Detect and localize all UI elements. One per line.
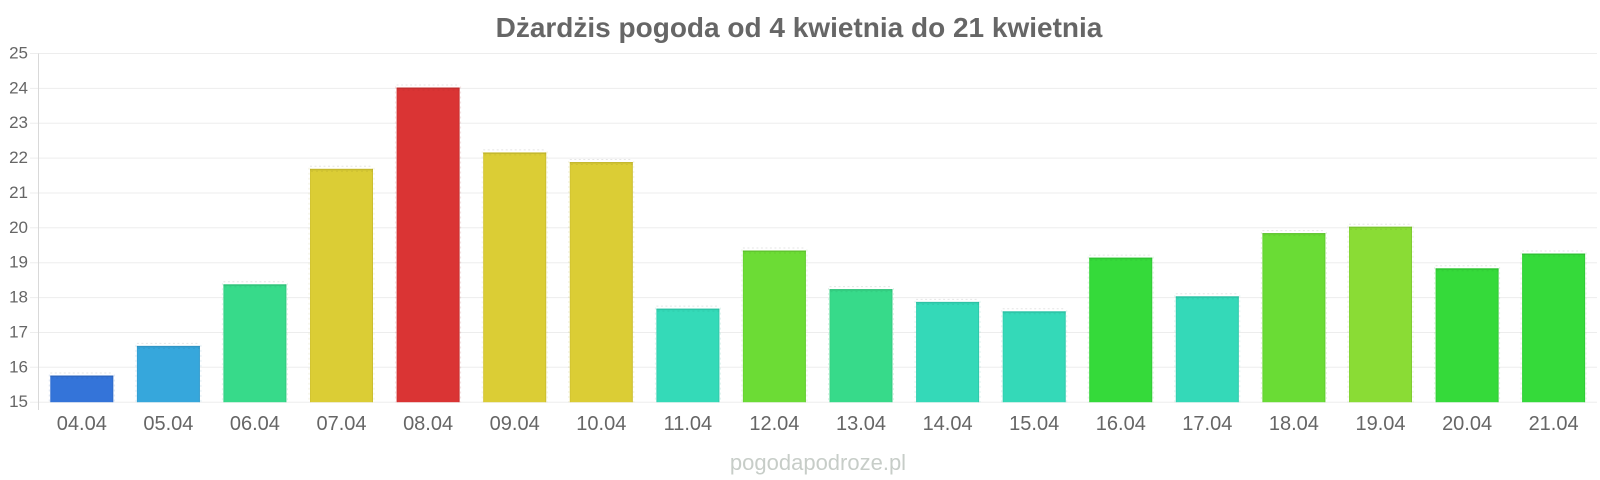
svg-text:14.04: 14.04 <box>923 413 973 435</box>
svg-text:22: 22 <box>9 148 28 167</box>
svg-text:16: 16 <box>9 357 28 376</box>
svg-text:04.04: 04.04 <box>57 413 107 435</box>
svg-text:pogodapodroze.pl: pogodapodroze.pl <box>730 450 906 475</box>
svg-text:05.04: 05.04 <box>143 413 193 435</box>
svg-text:20.04: 20.04 <box>1442 413 1492 435</box>
svg-text:17: 17 <box>9 323 28 342</box>
svg-text:08.04: 08.04 <box>403 413 453 435</box>
svg-text:19: 19 <box>9 253 28 272</box>
svg-text:11.04: 11.04 <box>664 413 713 435</box>
svg-text:10.04: 10.04 <box>576 413 626 435</box>
svg-text:12.04: 12.04 <box>749 413 799 435</box>
svg-text:21: 21 <box>9 183 28 202</box>
svg-text:Dżardżis pogoda od 4 kwietnia: Dżardżis pogoda od 4 kwietnia do 21 kwie… <box>496 12 1103 43</box>
svg-text:19.04: 19.04 <box>1355 413 1405 435</box>
svg-text:17.04: 17.04 <box>1182 413 1232 435</box>
svg-text:13.04: 13.04 <box>836 413 886 435</box>
svg-text:25: 25 <box>9 44 28 63</box>
svg-text:24: 24 <box>9 78 28 97</box>
svg-text:21.04: 21.04 <box>1529 413 1579 435</box>
svg-text:15.04: 15.04 <box>1009 413 1059 435</box>
svg-text:15: 15 <box>9 392 28 411</box>
svg-text:07.04: 07.04 <box>316 413 366 435</box>
svg-text:18.04: 18.04 <box>1269 413 1319 435</box>
svg-text:16.04: 16.04 <box>1096 413 1146 435</box>
svg-text:09.04: 09.04 <box>490 413 540 435</box>
svg-text:18: 18 <box>9 288 28 307</box>
svg-text:20: 20 <box>9 218 28 237</box>
svg-text:23: 23 <box>9 113 28 132</box>
svg-text:06.04: 06.04 <box>230 413 280 435</box>
